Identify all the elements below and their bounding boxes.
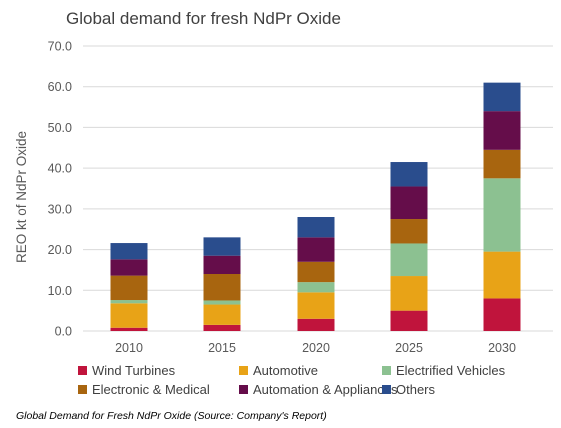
bar-segment <box>297 261 335 283</box>
bar-segment <box>110 259 148 276</box>
bar-segment <box>203 304 241 325</box>
x-tick-label: 2030 <box>488 341 516 355</box>
bar-segment <box>203 324 241 331</box>
legend-label: Automation & Appliances <box>253 382 398 397</box>
bar-segment <box>110 243 148 260</box>
y-tick-label: 60.0 <box>48 80 72 94</box>
bar-segment <box>297 292 335 319</box>
bar-segment <box>483 178 521 252</box>
bar-segment <box>110 303 148 328</box>
legend-swatch <box>78 366 87 375</box>
chart-title: Global demand for fresh NdPr Oxide <box>66 9 341 28</box>
bar-segment <box>390 162 428 187</box>
legend-item: Automation & Appliances <box>239 382 398 397</box>
legend-item: Automotive <box>239 363 318 378</box>
y-tick-label: 70.0 <box>48 40 72 54</box>
bar-segment <box>203 237 241 256</box>
bar-segment <box>390 276 428 311</box>
bar-segment <box>483 82 521 112</box>
bar-segment <box>483 149 521 179</box>
y-tick-label: 40.0 <box>48 162 72 176</box>
legend-label: Electrified Vehicles <box>396 363 506 378</box>
bar-segment <box>483 111 521 150</box>
bar-segment <box>297 282 335 293</box>
x-tick-label: 2015 <box>208 341 236 355</box>
legend-item: Electrified Vehicles <box>382 363 505 378</box>
bar-segment <box>390 219 428 244</box>
legend-swatch <box>239 366 248 375</box>
bar-segment <box>390 243 428 277</box>
bar-segment <box>110 275 148 301</box>
legend-item: Electronic & Medical <box>78 382 210 397</box>
y-tick-label: 0.0 <box>55 325 72 339</box>
legend-label: Others <box>396 382 436 397</box>
x-tick-label: 2025 <box>395 341 423 355</box>
bar-segment <box>390 310 428 331</box>
bar-segment <box>110 327 148 331</box>
legend-label: Wind Turbines <box>92 363 176 378</box>
x-tick-label: 2010 <box>115 341 143 355</box>
bar-segment <box>297 217 335 238</box>
legend-swatch <box>382 385 391 394</box>
figure-caption: Global Demand for Fresh NdPr Oxide (Sour… <box>16 410 327 422</box>
bar-segment <box>297 318 335 331</box>
x-tick-label: 2020 <box>302 341 330 355</box>
legend-swatch <box>382 366 391 375</box>
legend-swatch <box>239 385 248 394</box>
bar-segment <box>297 237 335 262</box>
bar-segment <box>110 300 148 304</box>
bar-segment <box>483 251 521 299</box>
bar-segment <box>203 274 241 301</box>
legend-label: Electronic & Medical <box>92 382 210 397</box>
legend-swatch <box>78 385 87 394</box>
bar-segment <box>483 298 521 331</box>
legend-item: Others <box>382 382 435 397</box>
y-tick-label: 30.0 <box>48 202 72 216</box>
y-tick-label: 50.0 <box>48 121 72 135</box>
legend-item: Wind Turbines <box>78 363 175 378</box>
bar-segment <box>203 255 241 274</box>
bar-segment <box>390 186 428 220</box>
y-tick-label: 10.0 <box>48 284 72 298</box>
bar-segment <box>203 300 241 305</box>
legend-label: Automotive <box>253 363 319 378</box>
y-tick-label: 20.0 <box>48 243 72 257</box>
